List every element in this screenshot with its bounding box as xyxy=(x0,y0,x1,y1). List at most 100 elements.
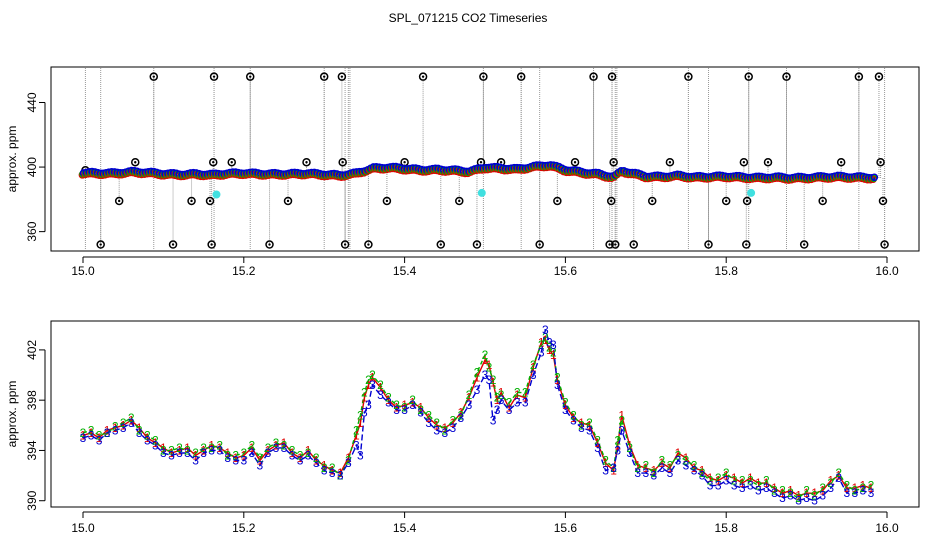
series-2-marker: 2 xyxy=(273,436,280,450)
series-2-marker: 2 xyxy=(176,441,183,455)
series-2-marker: 2 xyxy=(184,443,191,457)
series-1-marker: 1 xyxy=(618,408,625,422)
series-1-marker: 1 xyxy=(449,416,456,430)
series-1-marker: 1 xyxy=(747,471,754,485)
outlier-point xyxy=(227,157,236,167)
top-plot-frame xyxy=(50,66,920,252)
outlier-point xyxy=(684,72,693,81)
outlier-point xyxy=(114,196,124,206)
series-2-marker: 2 xyxy=(248,438,255,452)
series-1-marker: 1 xyxy=(357,416,364,430)
series-2-marker: 2 xyxy=(634,461,641,475)
series-2-marker: 2 xyxy=(365,373,372,387)
outlier-point-center xyxy=(385,199,389,203)
series-2-marker: 2 xyxy=(474,366,481,380)
series-1-marker: 1 xyxy=(337,466,344,480)
series-3-marker: 3 xyxy=(827,481,834,495)
series-1-marker: 1 xyxy=(490,376,497,390)
top-chart: 15.0 15.2 15.4 15.6 15.8 16.0 360 400 440 appro… xyxy=(5,66,920,278)
top-y-tick-label: 440 xyxy=(25,92,39,112)
series-2-marker: 2 xyxy=(160,443,167,457)
series-3-marker: 3 xyxy=(466,398,473,412)
series-3-marker: 3 xyxy=(232,454,239,468)
baseline-point xyxy=(870,173,879,182)
outlier-point xyxy=(553,196,562,206)
series-1-marker: 1 xyxy=(168,446,175,460)
series-3-marker: 3 xyxy=(522,396,529,410)
series-2-marker: 2 xyxy=(691,459,698,473)
series-2-marker: 2 xyxy=(353,423,360,437)
series-3-marker: 3 xyxy=(482,368,489,382)
series-2-marker: 2 xyxy=(731,474,738,488)
series-3-marker: 3 xyxy=(843,486,850,500)
series-3-marker: 3 xyxy=(594,441,601,455)
top-y-axis: 360 400 440 xyxy=(25,92,46,242)
series-1-marker: 1 xyxy=(176,443,183,457)
series-1-marker: 1 xyxy=(546,343,553,357)
series-2-marker: 2 xyxy=(506,396,513,410)
series-3-marker: 3 xyxy=(554,378,561,392)
bottom-y-tick-label: 398 xyxy=(25,390,39,410)
series-1-marker: 1 xyxy=(365,378,372,392)
series-2-marker: 2 xyxy=(868,479,875,493)
highlight-point xyxy=(477,188,486,197)
outlier-point-center xyxy=(519,75,523,78)
bottom-y-tick-label: 390 xyxy=(25,490,39,510)
outlier-point-center xyxy=(479,161,483,164)
series-1-marker: 1 xyxy=(441,421,448,435)
outlier-point-center xyxy=(857,75,861,78)
outlier-point-center xyxy=(802,243,806,246)
series-2-marker: 2 xyxy=(265,441,272,455)
series-2-marker: 2 xyxy=(337,469,344,483)
series-1-marker: 1 xyxy=(409,396,416,410)
series-3-marker: 3 xyxy=(265,446,272,460)
series-2-marker: 2 xyxy=(305,446,312,460)
series-2-marker: 2 xyxy=(329,461,336,475)
outlier-point xyxy=(382,196,392,206)
series-3-marker: 3 xyxy=(224,451,231,465)
top-x-tick-label: 15.6 xyxy=(554,264,578,278)
series-1-marker: 1 xyxy=(731,471,738,485)
outlier-point xyxy=(570,157,580,167)
outlier-point-center xyxy=(249,75,252,78)
top-x-tick-label: 15.2 xyxy=(232,264,256,278)
outlier-points xyxy=(81,72,889,249)
series-3-marker: 3 xyxy=(562,403,569,417)
outlier-point-center xyxy=(614,243,617,246)
top-x-tick-label: 16.0 xyxy=(875,264,899,278)
series-2-marker: 2 xyxy=(514,386,521,400)
series-1-marker: 1 xyxy=(486,358,493,372)
series-2-marker: 2 xyxy=(771,484,778,498)
series-3-marker: 3 xyxy=(811,494,818,508)
series-2-marker: 2 xyxy=(530,358,537,372)
series-2-marker: 2 xyxy=(538,338,545,352)
outlier-point xyxy=(337,72,347,81)
outlier-point xyxy=(589,72,598,81)
series-3-marker: 3 xyxy=(779,491,786,505)
series-3-marker: 3 xyxy=(184,446,191,460)
series-3-marker: 3 xyxy=(614,443,621,457)
outlier-point-center xyxy=(305,161,308,164)
series-2-marker: 2 xyxy=(136,423,143,437)
series-2-marker: 2 xyxy=(723,466,730,480)
series-2-marker: 2 xyxy=(232,448,239,462)
outlier-point xyxy=(876,157,885,167)
series-1-marker: 1 xyxy=(200,443,207,457)
outlier-point xyxy=(207,240,216,249)
top-x-tick-label: 15.0 xyxy=(71,264,95,278)
series-2-marker: 2 xyxy=(626,441,633,455)
bottom-x-tick-label: 15.4 xyxy=(393,521,417,535)
outlier-point-center xyxy=(482,75,485,78)
series-2-marker: 2 xyxy=(216,438,223,452)
series-3-marker: 3 xyxy=(337,469,344,483)
series-2-marker: 2 xyxy=(144,428,151,442)
series-3-line xyxy=(82,329,872,502)
series-2-marker: 2 xyxy=(240,446,247,460)
outlier-point-center xyxy=(499,161,503,164)
series-3-marker: 3 xyxy=(530,368,537,382)
series-3-marker: 3 xyxy=(691,464,698,478)
series-2-marker: 2 xyxy=(739,474,746,488)
top-x-tick-label: 15.4 xyxy=(393,264,417,278)
series-1-marker: 1 xyxy=(305,443,312,457)
